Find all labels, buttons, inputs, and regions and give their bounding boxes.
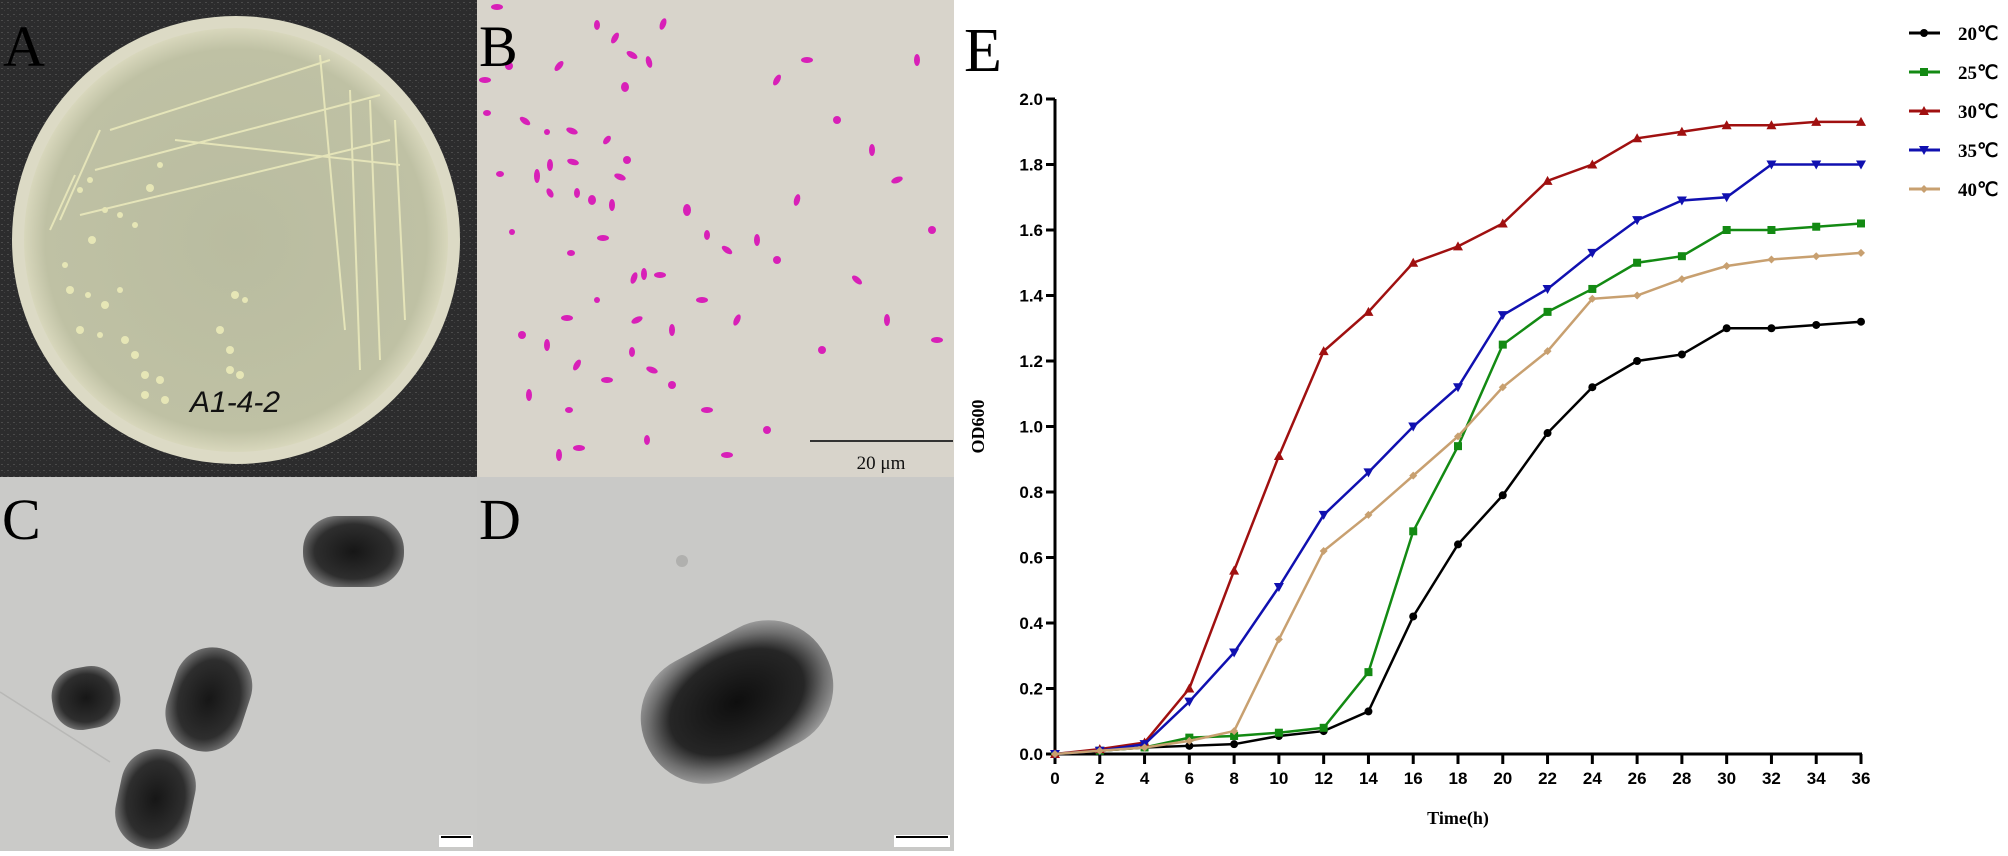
x-tick-label: 28 <box>1672 769 1691 788</box>
x-tick-label: 32 <box>1762 769 1781 788</box>
x-tick-label: 24 <box>1583 769 1602 788</box>
x-tick-label: 34 <box>1807 769 1826 788</box>
y-tick-label: 0.6 <box>1019 549 1043 568</box>
scale-bar-label: 20 μm <box>857 453 906 474</box>
panel-label-c: C <box>2 487 41 552</box>
legend-label: 20℃ <box>1958 24 1998 45</box>
series-30℃ <box>1050 116 1866 758</box>
tem-micrograph-c <box>0 477 477 851</box>
legend: 20℃ 25℃ 30℃ 35℃ 40℃ <box>1909 24 1998 201</box>
x-axis-title: Time(h) <box>1427 808 1489 829</box>
panel-c-tem: C <box>0 477 477 851</box>
x-tick-label: 16 <box>1404 769 1423 788</box>
legend-item: 25℃ <box>1909 63 1998 84</box>
x-tick-label: 0 <box>1050 769 1059 788</box>
panel-label-b: B <box>479 14 518 79</box>
x-tick-label: 26 <box>1628 769 1647 788</box>
gram-stain-micrograph: 20 μm <box>477 0 954 477</box>
series-25℃ <box>1051 219 1865 758</box>
series-lines <box>1050 116 1866 759</box>
panel-e-growth-chart: E 0.0 0.2 0.4 0.6 0.8 1.0 1.2 1.4 1.6 1.8 2.0 0 2 4 6 8… <box>954 0 2008 851</box>
y-tick-label: 0.0 <box>1019 745 1043 764</box>
line-chart: 0.00.20.40.60.81.01.21.41.61.82.00 2 4 6 8 10… <box>968 24 1998 829</box>
x-tick-label: 36 <box>1852 769 1871 788</box>
legend-label: 40℃ <box>1958 180 1998 201</box>
legend-item: 30℃ <box>1909 102 1998 123</box>
x-tick-label: 20 <box>1493 769 1512 788</box>
y-tick-label: 1.0 <box>1019 418 1043 437</box>
panel-label-d: D <box>479 487 521 552</box>
cell <box>303 516 404 587</box>
series-40℃ <box>1051 248 1865 758</box>
agar-plate-photo: A1-4-2 <box>0 0 477 477</box>
x-tick-label: 8 <box>1229 769 1238 788</box>
y-tick-label: 0.2 <box>1019 680 1043 699</box>
x-tick-label: 10 <box>1269 769 1288 788</box>
x-tick-label: 30 <box>1717 769 1736 788</box>
y-tick-label: 1.6 <box>1019 221 1043 240</box>
legend-label: 35℃ <box>1958 141 1998 162</box>
y-tick-label: 1.8 <box>1019 156 1043 175</box>
x-tick-label: 14 <box>1359 769 1378 788</box>
y-tick-label: 0.4 <box>1019 614 1043 633</box>
y-tick-label: 1.2 <box>1019 352 1043 371</box>
x-tick-label: 12 <box>1314 769 1333 788</box>
cell <box>51 666 121 730</box>
y-axis-title: OD600 <box>968 400 988 454</box>
panel-label-a: A <box>3 14 45 79</box>
x-tick-label: 22 <box>1538 769 1557 788</box>
cell <box>640 620 834 784</box>
plate-handwritten-label: A1-4-2 <box>188 386 280 419</box>
legend-label: 30℃ <box>1958 102 1998 123</box>
x-tick-label: 4 <box>1140 769 1150 788</box>
panel-label-e: E <box>964 17 1002 85</box>
legend-label: 25℃ <box>1958 63 1998 84</box>
tem-micrograph-d <box>477 477 954 851</box>
panel-b-gram-stain: 20 μm B <box>477 0 954 477</box>
axes: 0.00.20.40.60.81.01.21.41.61.82.00 2 4 6 8 10… <box>1019 90 1870 788</box>
legend-item: 40℃ <box>1909 180 1998 201</box>
y-tick-label: 1.4 <box>1019 287 1043 306</box>
x-tick-label: 6 <box>1185 769 1194 788</box>
panel-a-agar-plate: A1-4-2 A <box>0 0 477 477</box>
legend-item: 20℃ <box>1909 24 1998 45</box>
legend-item: 35℃ <box>1909 141 1998 162</box>
cell <box>165 647 253 752</box>
y-tick-label: 0.8 <box>1019 483 1043 502</box>
cell <box>115 749 196 850</box>
y-tick-label: 2.0 <box>1019 90 1043 109</box>
panel-d-tem: D <box>477 477 954 851</box>
x-tick-label: 2 <box>1095 769 1104 788</box>
x-tick-label: 18 <box>1449 769 1468 788</box>
